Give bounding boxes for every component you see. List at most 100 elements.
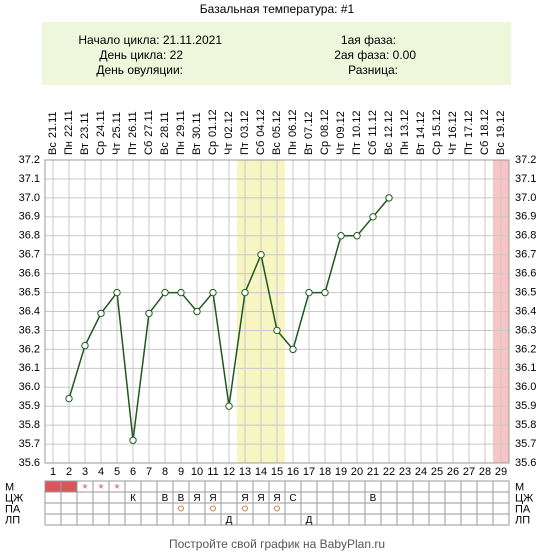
date-label: Пн 22.11 [63, 110, 75, 155]
point [65, 394, 73, 403]
date-label: Сб 18.12 [479, 109, 491, 155]
y-tick-label: 35.7 [19, 438, 40, 450]
date-label: Чт 02.12 [223, 111, 235, 155]
x-tick-label: 8 [162, 466, 168, 478]
x-tick-label: 27 [463, 466, 475, 478]
table-cell [380, 502, 398, 515]
point [337, 232, 345, 240]
y-tick-label: 36.4 [19, 305, 40, 317]
date-label: Вт 07.12 [303, 111, 315, 155]
info-text: 1ая фаза: [341, 33, 396, 47]
weekday: Ср [319, 141, 331, 155]
y-tick-label: 36.7 [515, 249, 536, 261]
x-tick-label: 19 [335, 466, 347, 478]
table-cell [92, 513, 110, 526]
table-cell [300, 502, 318, 515]
date-label: Вс 19.12 [495, 111, 507, 155]
date-label: Пн 29.11 [175, 110, 187, 155]
table-cell [252, 513, 270, 526]
row-label: М [5, 481, 14, 493]
plot-frame [44, 159, 510, 464]
table-cell [444, 491, 462, 504]
y-tick-label: 35.7 [515, 438, 536, 450]
date: 16.12 [447, 111, 459, 139]
table-cell [124, 513, 142, 526]
info-text: Начало цикла: 21.11.2021 [78, 33, 222, 47]
date: 08.12 [319, 109, 331, 137]
weekday: Пт [239, 142, 251, 155]
cell-text: К [130, 493, 136, 504]
point [193, 307, 201, 316]
table-cell [172, 480, 190, 493]
y-tick-label: 35.9 [515, 400, 536, 412]
y-tick-label: 35.6 [19, 457, 40, 469]
row-label: ПА [515, 503, 531, 515]
y-tick-label: 36.2 [515, 343, 536, 355]
cell-circle [178, 505, 184, 512]
table-cell [492, 480, 510, 493]
date-label: Ср 24.11 [95, 110, 107, 155]
y-tick-label: 35.6 [515, 457, 536, 469]
table-cell [124, 480, 142, 493]
date-label: Пн 06.12 [287, 109, 299, 155]
x-tick-label: 26 [447, 466, 459, 478]
date-label: Сб 04.12 [255, 109, 267, 155]
table-cell [300, 491, 318, 504]
row-label: ЦЖ [515, 492, 533, 504]
date: 05.12 [271, 111, 283, 139]
table-cell [172, 513, 190, 526]
table-cell [476, 491, 494, 504]
date: 11.12 [367, 110, 379, 137]
date: 02.12 [223, 111, 235, 139]
date-label: Вт 30.11 [191, 112, 203, 155]
point [369, 213, 377, 221]
table-cell [332, 491, 350, 504]
point [225, 402, 233, 410]
weekday: Сб [367, 141, 379, 155]
info-text: День овуляции: [96, 63, 183, 77]
table-cell [476, 513, 494, 526]
table-cell [412, 491, 430, 504]
table-cell [204, 513, 222, 526]
table-cell [364, 513, 382, 526]
chart-title: Базальная температура: #1 [200, 2, 355, 16]
weekday: Вт [79, 143, 91, 155]
table-cell [60, 491, 78, 504]
date-label: Чт 09.12 [335, 111, 347, 155]
point [353, 232, 361, 240]
weekday: Ср [431, 141, 443, 155]
weekday: Сб [255, 141, 267, 155]
weekday: Ср [95, 141, 107, 155]
x-tick-label: 13 [239, 466, 251, 478]
table-cell [428, 480, 446, 493]
info-text: День цикла: 22 [99, 48, 183, 62]
table-cell [108, 513, 126, 526]
date-label: Пт 17.12 [463, 111, 475, 155]
cell-text: Я [209, 493, 216, 504]
footer: Постройте свой график на BabyPlan.ru [169, 537, 385, 551]
weekday: Пт [463, 142, 475, 155]
table-cell [428, 513, 446, 526]
weekday: Пн [287, 141, 299, 155]
table-cell [236, 480, 254, 493]
table-cell [412, 502, 430, 515]
row-label: ПА [5, 503, 21, 515]
point [305, 288, 313, 297]
x-tick-label: 1 [50, 466, 56, 478]
weekday: Ср [207, 141, 219, 155]
date: 22.11 [63, 110, 75, 137]
point [113, 288, 121, 297]
table-cell [268, 513, 286, 526]
row-label: ЛП [5, 514, 20, 526]
date: 01.12 [207, 109, 219, 137]
cell-circle [274, 505, 280, 512]
table-cell [444, 502, 462, 515]
y-tick-label: 36.0 [19, 381, 40, 393]
weekday: Вт [191, 143, 203, 155]
cell-text: Я [257, 493, 264, 504]
x-tick-label: 18 [319, 466, 331, 478]
x-tick-label: 22 [383, 466, 395, 478]
row-label: ЛП [515, 514, 530, 526]
table-cell [204, 480, 222, 493]
table-cell [156, 502, 174, 515]
